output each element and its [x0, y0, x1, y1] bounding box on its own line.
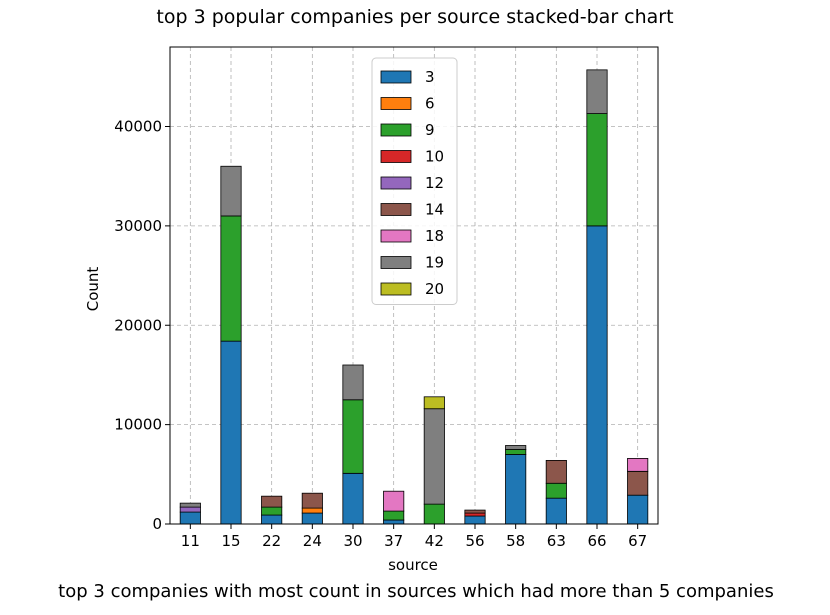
x-tick-label: 37	[384, 532, 403, 550]
bar-segment-22-9	[261, 506, 283, 516]
legend-label-9: 9	[425, 121, 435, 139]
bar-segment-56-10	[464, 512, 486, 517]
x-tick-label: 58	[506, 532, 525, 550]
x-tick-label: 56	[465, 532, 484, 550]
bar-segment-15-19	[220, 165, 242, 217]
bar-segment-67-14	[627, 470, 649, 496]
bar-segment-56-3	[464, 515, 486, 525]
plot-frame	[169, 46, 659, 525]
x-axis-label: source	[388, 556, 438, 574]
bar-segment-22-3	[261, 514, 283, 525]
legend-label-3: 3	[425, 68, 435, 86]
y-axis-label: Count	[84, 267, 102, 312]
bar-segment-30-19	[342, 364, 364, 401]
x-tick-label: 30	[343, 532, 362, 550]
legend-label-14: 14	[425, 201, 444, 219]
bar-segment-58-3	[505, 454, 527, 525]
x-tick-label: 24	[303, 532, 322, 550]
bar-segment-30-9	[342, 399, 364, 474]
bar-segment-63-14	[545, 459, 567, 484]
bar-segment-42-9	[423, 503, 445, 525]
bar-segment-42-19	[423, 408, 445, 505]
bar-segment-63-3	[545, 497, 567, 525]
legend-swatch-12	[380, 176, 412, 190]
bar-segment-24-3	[301, 512, 323, 525]
bar-segment-42-20	[423, 396, 445, 410]
chart-caption: top 3 companies with most count in sourc…	[58, 581, 774, 602]
y-tick-label: 40000	[114, 118, 162, 136]
bar-segment-24-14	[301, 492, 323, 509]
bar-segment-11-19	[179, 502, 201, 508]
y-axis-ticks: 0 10000 20000 30000 40000	[114, 118, 170, 533]
x-tick-label: 42	[425, 532, 444, 550]
bar-segment-37-9	[383, 510, 405, 521]
chart-title: top 3 popular companies per source stack…	[156, 6, 673, 28]
bar-segment-58-9	[505, 449, 527, 455]
x-tick-label: 11	[181, 532, 200, 550]
legend-label-20: 20	[425, 280, 444, 298]
y-tick-label: 10000	[114, 416, 162, 434]
bar-segment-22-14	[261, 495, 283, 508]
bar-segment-11-12	[179, 506, 201, 513]
bar-segment-15-3	[220, 340, 242, 525]
bar-segment-37-18	[383, 490, 405, 512]
x-axis-ticks: 11 15 22 24 30 37 42 56 58 63 66 67	[181, 524, 647, 550]
bars	[179, 69, 649, 525]
legend-label-10: 10	[425, 148, 444, 166]
bar-segment-11-3	[179, 511, 201, 525]
x-tick-label: 63	[547, 532, 566, 550]
legend-label-12: 12	[425, 174, 444, 192]
bar-segment-37-3	[383, 519, 405, 525]
x-tick-label: 66	[587, 532, 606, 550]
legend: 3 6 9 10 12 14 18 19 20	[371, 57, 458, 305]
legend-swatch-14	[380, 203, 412, 216]
legend-label-18: 18	[425, 227, 444, 245]
bar-segment-67-18	[627, 458, 649, 472]
bar-segment-58-19	[505, 445, 527, 450]
bar-segment-66-9	[586, 113, 608, 227]
x-tick-label: 22	[262, 532, 281, 550]
legend-swatch-3	[380, 70, 412, 84]
legend-label-19: 19	[425, 254, 444, 272]
legend-swatch-18	[380, 229, 412, 243]
bar-segment-56-14	[464, 509, 486, 514]
legend-swatch-20	[380, 282, 412, 296]
legend-swatch-10	[380, 150, 412, 163]
y-tick-label: 20000	[114, 316, 162, 334]
bar-segment-67-3	[627, 494, 649, 525]
bar-segment-66-19	[586, 69, 608, 114]
y-tick-label: 30000	[114, 217, 162, 235]
legend-label-6: 6	[425, 95, 435, 113]
legend-box	[371, 57, 458, 305]
legend-swatch-19	[380, 256, 412, 269]
bar-segment-63-9	[545, 482, 567, 499]
legend-swatch-6	[380, 97, 412, 110]
bar-segment-24-6	[301, 507, 323, 514]
x-tick-label: 67	[628, 532, 647, 550]
bar-segment-66-3	[586, 225, 608, 525]
bar-segment-30-3	[342, 472, 364, 525]
x-tick-label: 15	[221, 532, 240, 550]
legend-swatch-9	[380, 123, 412, 137]
bar-segment-15-9	[220, 215, 242, 342]
y-tick-label: 0	[152, 515, 162, 533]
